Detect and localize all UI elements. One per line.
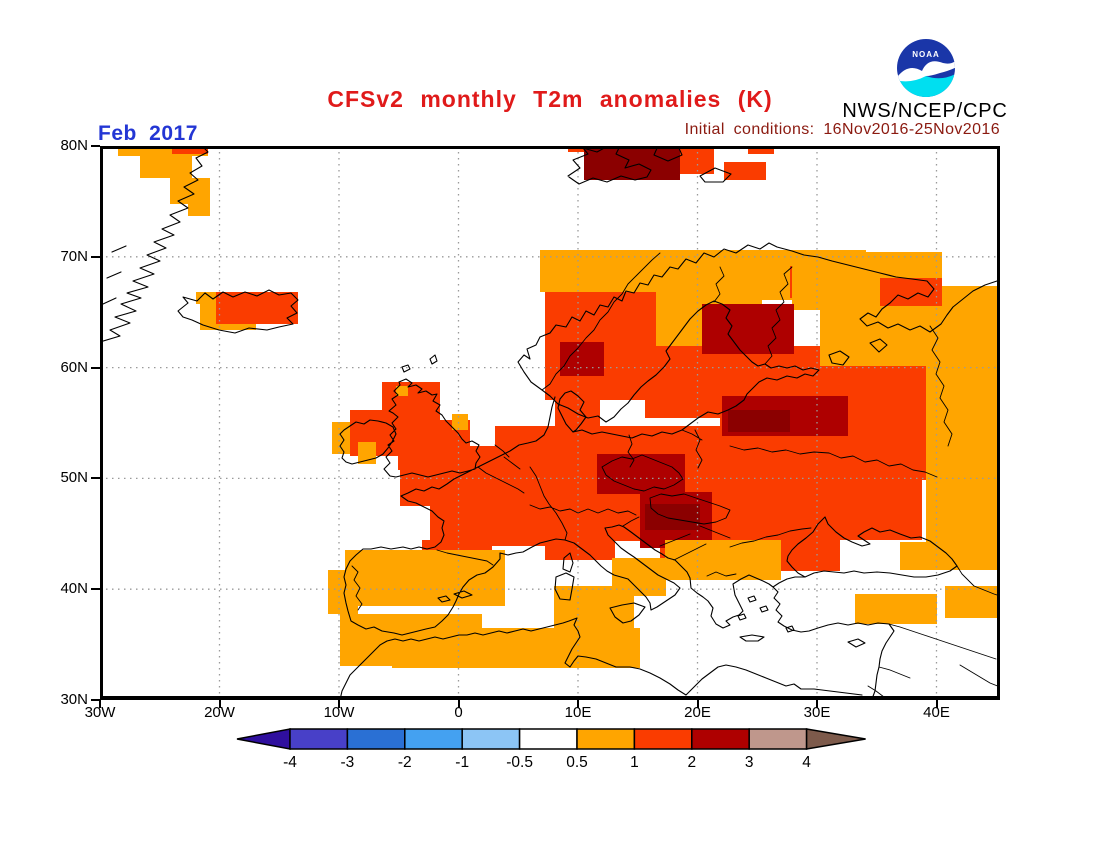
anomaly-cell [560, 342, 604, 376]
lat-tick-label: 40N [60, 580, 88, 598]
colorbar-legend: -4 -3 -2 -1 -0.5 0.5 1 2 3 4 [236, 728, 866, 771]
anomaly-cell [597, 454, 685, 494]
lon-tick-mark [816, 700, 818, 708]
lat-tick-mark [91, 477, 100, 480]
colorbar-segment [748, 728, 808, 750]
colorbar-left-arrow [236, 728, 291, 750]
colorbar-segment [404, 728, 463, 750]
colorbar-tick-label: -2 [398, 754, 412, 771]
anomaly-cell [196, 292, 220, 304]
anomaly-cell [748, 146, 774, 154]
anomaly-cell [188, 204, 210, 216]
page-title: CFSv2 monthly T2m anomalies (K) [327, 86, 773, 112]
colorbar-segment [576, 728, 636, 750]
anomaly-cell [926, 366, 1000, 546]
colorbar-tick-label: 2 [687, 754, 696, 771]
lon-tick-mark [99, 700, 101, 708]
colorbar-tick-label: 0.5 [566, 754, 588, 771]
noaa-logo-icon: NOAA [897, 39, 955, 97]
anomaly-cell [945, 586, 1000, 618]
anomaly-cell [584, 146, 680, 180]
lat-tick-label: 60N [60, 358, 88, 376]
anomaly-cell [645, 504, 700, 530]
lon-tick-mark [935, 700, 938, 708]
colorbar-tick-label: 4 [802, 754, 811, 771]
colorbar-segment [346, 728, 406, 750]
lat-tick-mark [91, 145, 100, 147]
map-frame [100, 146, 1000, 700]
anomaly-cell [540, 250, 666, 292]
lon-tick-mark [696, 700, 699, 708]
colorbar-segment [461, 728, 521, 750]
anomaly-cell [855, 594, 937, 624]
anomaly-map [100, 146, 1000, 700]
colorbar-segment [691, 728, 750, 750]
lon-tick-label: 10W [323, 704, 355, 721]
anomaly-cell [118, 146, 208, 156]
anomaly-cell [140, 156, 192, 178]
noaa-logo-gull [897, 60, 955, 82]
anomaly-cell [702, 304, 794, 354]
anomaly-cell [728, 410, 790, 432]
colorbar-segment [633, 728, 693, 750]
lon-tick-mark [218, 700, 221, 708]
forecast-month-label: Feb 2017 [98, 122, 198, 145]
colorbar-tick-label: -1 [455, 754, 469, 771]
anomaly-cell [545, 526, 615, 560]
graticule-layer [100, 146, 1000, 700]
lat-tick-mark [91, 699, 100, 701]
anomaly-cell [216, 292, 298, 324]
lon-tick-mark [577, 700, 579, 708]
noaa-logo-text: NOAA [912, 50, 940, 59]
lat-tick-label: 30N [60, 691, 88, 708]
colorbar-tick-label: 3 [745, 754, 754, 771]
anomaly-cell [724, 162, 766, 180]
anomaly-cell [820, 306, 1000, 366]
lat-tick-mark [91, 588, 100, 591]
anomaly-cell [880, 278, 942, 306]
lat-tick-mark [91, 255, 100, 258]
country-borders-path [351, 252, 1000, 698]
coastline-layer [100, 146, 1000, 700]
colorbar-tick-label: -3 [341, 754, 355, 771]
lon-tick-label: 40E [923, 704, 950, 721]
agency-label: NWS/NCEP/CPC [842, 100, 1008, 122]
lat-tick-mark [91, 366, 100, 369]
colorbar-segment [289, 728, 349, 750]
lon-tick-label: 30W [84, 704, 116, 721]
lat-tick-label: 70N [60, 247, 88, 265]
lat-tick-label: 80N [60, 137, 88, 154]
lon-tick-label: 30E [803, 704, 831, 721]
anomaly-cell [622, 572, 652, 593]
anomaly-cell [680, 146, 714, 174]
anomaly-cell [358, 442, 376, 464]
anomaly-cell [396, 386, 408, 396]
anomaly-cell [452, 414, 468, 430]
lon-tick-label: 20W [204, 704, 235, 721]
colorbar-tick-label: -0.5 [506, 754, 533, 771]
anomaly-cell [172, 146, 208, 154]
lon-tick-label: 10E [564, 704, 592, 721]
lon-tick-mark [338, 700, 340, 708]
lon-tick-mark [457, 700, 460, 708]
colorbar-tick-label: -4 [283, 754, 297, 771]
initial-conditions-label: Initial conditions: 16Nov2016-25Nov2016 [684, 121, 1000, 138]
colorbar-right-arrow [805, 728, 866, 750]
lon-tick-label: 0 [454, 704, 463, 721]
lat-tick-label: 50N [60, 469, 88, 487]
colorbar-segment [518, 728, 578, 750]
colorbar-tick-label: 1 [630, 754, 639, 771]
anomaly-cell [900, 542, 1000, 570]
lon-tick-label: 20E [684, 704, 711, 721]
anomaly-cell [328, 570, 358, 614]
anomaly-cell [345, 550, 505, 606]
anomaly-cell [665, 540, 781, 580]
